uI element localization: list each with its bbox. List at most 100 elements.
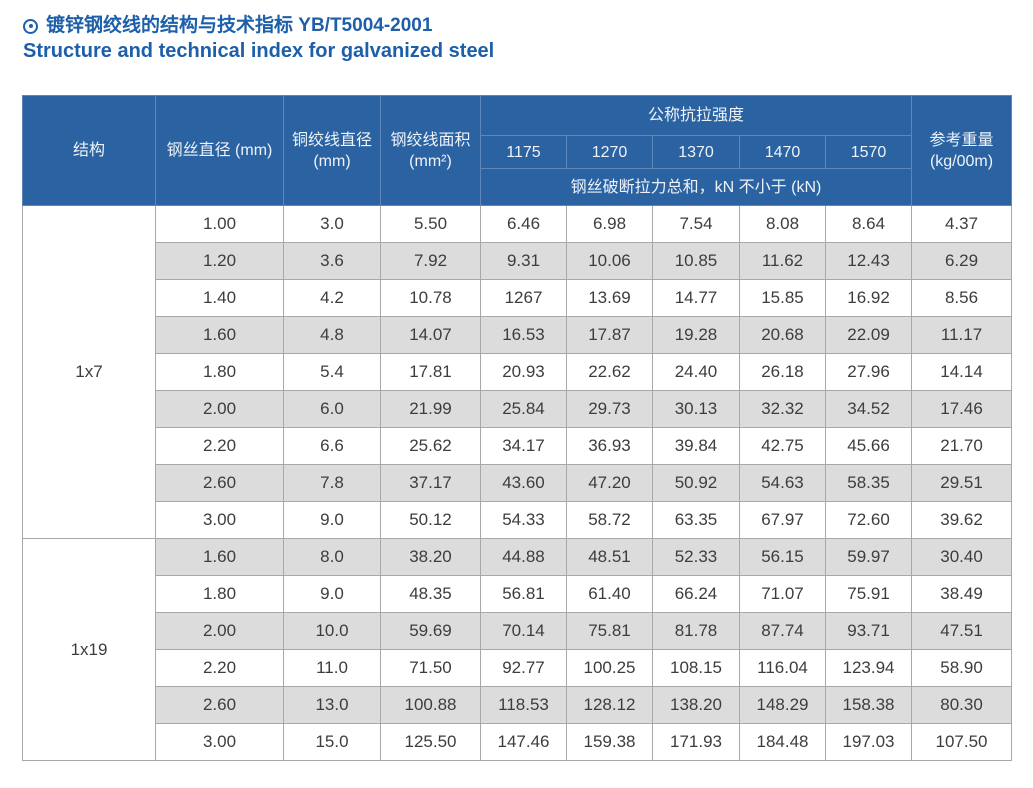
table-cell: 1.80: [155, 353, 284, 391]
table-cell: 17.46: [911, 390, 1013, 428]
table-cell: 25.84: [480, 390, 567, 428]
table-cell: 30.13: [652, 390, 740, 428]
table-cell: 24.40: [652, 353, 740, 391]
table-row: 2.00 6.0 21.99 25.84 29.73 30.13 32.32 34.52 17.…: [23, 390, 1013, 428]
table-cell: 10.0: [283, 612, 381, 650]
table-cell: 54.33: [480, 501, 567, 539]
structure-cell: 1x7: [22, 205, 156, 539]
table-cell: 16.53: [480, 316, 567, 354]
table-cell: 6.46: [480, 205, 567, 243]
table-cell: 58.72: [566, 501, 653, 539]
table-cell: 12.43: [824, 242, 913, 280]
table-cell: 16.92: [824, 279, 913, 317]
table-cell: 1.60: [155, 538, 284, 576]
page-header: 镀锌钢绞线的结构与技术指标 YB/T5004-2001 Structure an…: [0, 0, 1033, 64]
table-cell: 1.00: [155, 205, 284, 243]
table-cell: 14.77: [652, 279, 740, 317]
table-cell: 11.17: [911, 316, 1013, 354]
table-cell: 6.29: [911, 242, 1013, 280]
table-cell: 116.04: [739, 649, 826, 687]
circle-dot-icon: [23, 18, 38, 34]
table-cell: 171.93: [652, 723, 740, 761]
structure-cell: 1x19: [22, 538, 156, 761]
table-body: 1x7 1.00 3.0 5.50 6.46 6.98 7.54 8.08 8.64 4.37 1.…: [22, 205, 1013, 761]
table-cell: 59.97: [824, 538, 913, 576]
table-cell: 22.09: [824, 316, 913, 354]
header-strand-area: 钢绞线面积 (mm²): [380, 95, 481, 206]
table-header: 结构 钢丝直径 (mm) 铜绞线直径 (mm) 钢绞线面积 (mm²) 公称抗拉…: [22, 95, 1013, 206]
table-cell: 67.97: [739, 501, 826, 539]
table-cell: 39.62: [911, 501, 1013, 539]
table-cell: 21.99: [380, 390, 481, 428]
table-cell: 1.60: [155, 316, 284, 354]
table-cell: 38.20: [380, 538, 481, 576]
table-cell: 34.52: [824, 390, 913, 428]
table-cell: 58.90: [911, 649, 1013, 687]
table-cell: 4.37: [911, 205, 1013, 243]
table-cell: 100.25: [566, 649, 653, 687]
table-cell: 36.93: [566, 427, 653, 465]
table-cell: 50.92: [652, 464, 740, 502]
header-strength-1570: 1570: [824, 135, 913, 169]
table-cell: 1.40: [155, 279, 284, 317]
table-cell: 10.06: [566, 242, 653, 280]
page-title-en: Structure and technical index for galvan…: [23, 40, 495, 62]
table-cell: 17.87: [566, 316, 653, 354]
table-cell: 59.69: [380, 612, 481, 650]
table-cell: 30.40: [911, 538, 1013, 576]
table-cell: 47.20: [566, 464, 653, 502]
table-cell: 1.20: [155, 242, 284, 280]
table-cell: 63.35: [652, 501, 740, 539]
table-cell: 93.71: [824, 612, 913, 650]
table-row: 3.00 15.0 125.50 147.46 159.38 171.93 184.48 19…: [23, 723, 1013, 761]
header-tensile-strength-group: 公称抗拉强度: [479, 95, 913, 136]
table-cell: 118.53: [480, 686, 567, 724]
table-cell: 75.81: [566, 612, 653, 650]
table-cell: 4.8: [283, 316, 381, 354]
table-cell: 9.0: [283, 575, 381, 613]
table-cell: 8.56: [911, 279, 1013, 317]
table-cell: 15.85: [739, 279, 826, 317]
table-row: 1.20 3.6 7.92 9.31 10.06 10.85 11.62 12.43 6.29: [23, 242, 1013, 280]
table-cell: 13.0: [283, 686, 381, 724]
table-cell: 3.00: [155, 501, 284, 539]
table-cell: 7.54: [652, 205, 740, 243]
table-row: 2.60 7.8 37.17 43.60 47.20 50.92 54.63 58.35 29.…: [23, 464, 1013, 502]
header-strength-1370: 1370: [652, 135, 740, 169]
header-strand-diameter: 铜绞线直径 (mm): [283, 95, 381, 206]
table-cell: 3.0: [283, 205, 381, 243]
header-ref-weight: 参考重量 (kg/00m): [911, 95, 1013, 206]
table-cell: 81.78: [652, 612, 740, 650]
table-cell: 100.88: [380, 686, 481, 724]
table-cell: 197.03: [824, 723, 913, 761]
table-cell: 27.96: [824, 353, 913, 391]
table-row: 1.80 9.0 48.35 56.81 61.40 66.24 71.07 75.91 38.…: [23, 575, 1013, 613]
table-cell: 123.94: [824, 649, 913, 687]
table-cell: 70.14: [480, 612, 567, 650]
table-cell: 50.12: [380, 501, 481, 539]
table-cell: 2.00: [155, 390, 284, 428]
table-cell: 45.66: [824, 427, 913, 465]
header-structure: 结构: [22, 95, 156, 206]
table-row: 3.00 9.0 50.12 54.33 58.72 63.35 67.97 72.60 39.…: [23, 501, 1013, 539]
table-row: 1x7 1.00 3.0 5.50 6.46 6.98 7.54 8.08 8.64 4.37: [22, 205, 1013, 539]
table-cell: 56.81: [480, 575, 567, 613]
table-cell: 7.8: [283, 464, 381, 502]
table-cell: 8.08: [739, 205, 826, 243]
table-cell: 71.07: [739, 575, 826, 613]
table-cell: 184.48: [739, 723, 826, 761]
table-row: 2.20 11.0 71.50 92.77 100.25 108.15 116.04 123.…: [23, 649, 1013, 687]
table-cell: 128.12: [566, 686, 653, 724]
table-row: 2.00 10.0 59.69 70.14 75.81 81.78 87.74 93.71 47…: [23, 612, 1013, 650]
table-cell: 158.38: [824, 686, 913, 724]
table-cell: 20.68: [739, 316, 826, 354]
table-row: 1.80 5.4 17.81 20.93 22.62 24.40 26.18 27.96 14.…: [23, 353, 1013, 391]
table-cell: 125.50: [380, 723, 481, 761]
page-title-zh: 镀锌钢绞线的结构与技术指标 YB/T5004-2001: [46, 15, 433, 36]
table-cell: 42.75: [739, 427, 826, 465]
table-cell: 148.29: [739, 686, 826, 724]
table-cell: 34.17: [480, 427, 567, 465]
table-cell: 108.15: [652, 649, 740, 687]
table-cell: 61.40: [566, 575, 653, 613]
table-row: 1.60 4.8 14.07 16.53 17.87 19.28 20.68 22.09 11.…: [23, 316, 1013, 354]
